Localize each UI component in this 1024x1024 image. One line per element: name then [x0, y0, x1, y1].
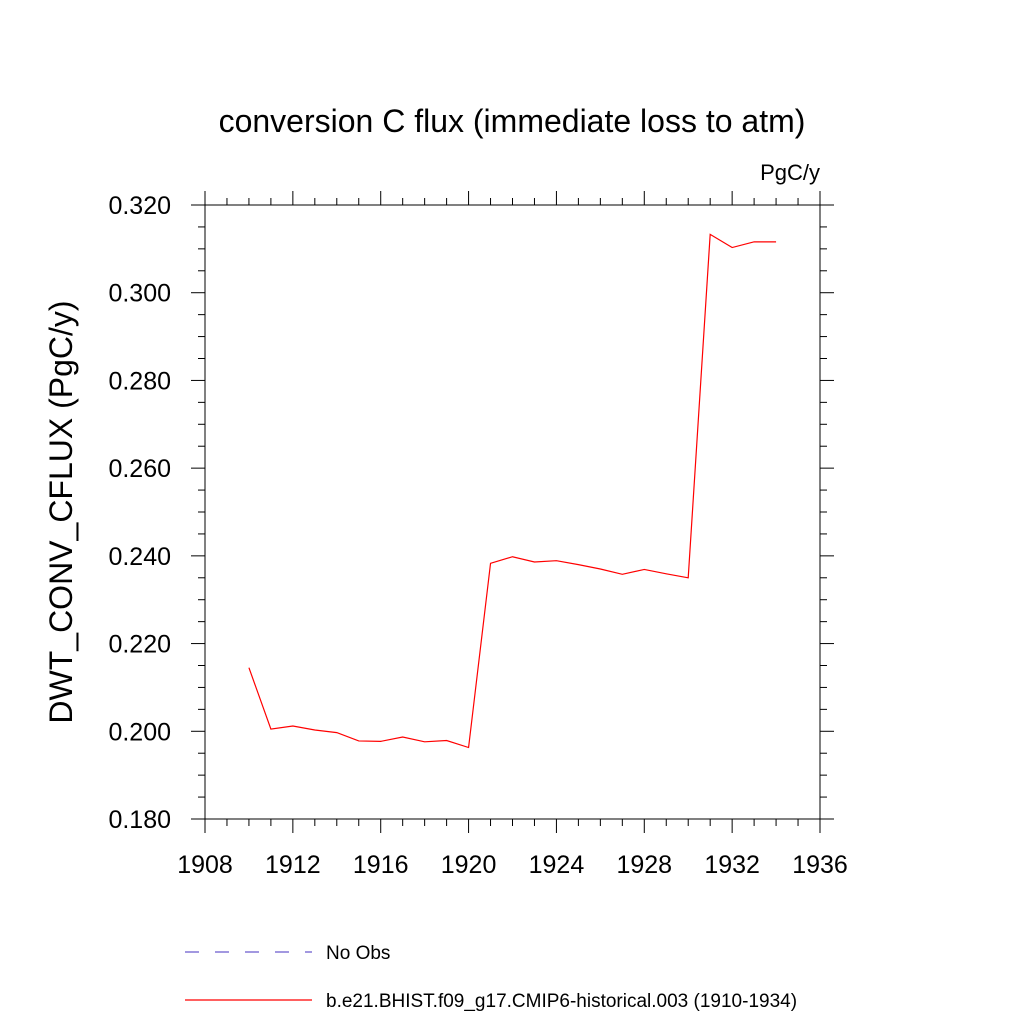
x-tick-label: 1916 [353, 851, 409, 879]
y-tick-label: 0.300 [108, 280, 171, 308]
x-tick-label: 1928 [616, 851, 672, 879]
legend: No Obs b.e21.BHIST.f09_g17.CMIP6-historic… [185, 943, 797, 1012]
x-tick-label: 1932 [704, 851, 760, 879]
chart-title: conversion C flux (immediate loss to atm… [219, 103, 806, 139]
legend-label-0: No Obs [326, 943, 390, 964]
units-label: PgC/y [760, 160, 820, 185]
y-tick-label: 0.240 [108, 543, 171, 571]
x-tick-label: 1920 [441, 851, 497, 879]
tick-labels: 1908 1912 1916 1920 1924 1928 1932 1936 0.180 0.2… [108, 192, 847, 879]
y-tick-label: 0.320 [108, 192, 171, 220]
y-tick-label: 0.180 [108, 806, 171, 834]
x-tick-label: 1924 [529, 851, 585, 879]
x-tick-label: 1936 [792, 851, 848, 879]
y-axis-label: DWT_CONV_CFLUX (PgC/y) [43, 300, 79, 723]
series-line-1 [248, 233, 777, 749]
y-tick-label: 0.260 [108, 455, 171, 483]
legend-label-1: b.e21.BHIST.f09_g17.CMIP6-historical.003… [326, 991, 797, 1012]
y-tick-label: 0.220 [108, 631, 171, 659]
axis-ticks [191, 191, 834, 833]
series-lines [248, 233, 777, 749]
x-tick-label: 1908 [177, 851, 233, 879]
y-tick-label: 0.280 [108, 367, 171, 395]
x-tick-label: 1912 [265, 851, 321, 879]
y-tick-label: 0.200 [108, 718, 171, 746]
